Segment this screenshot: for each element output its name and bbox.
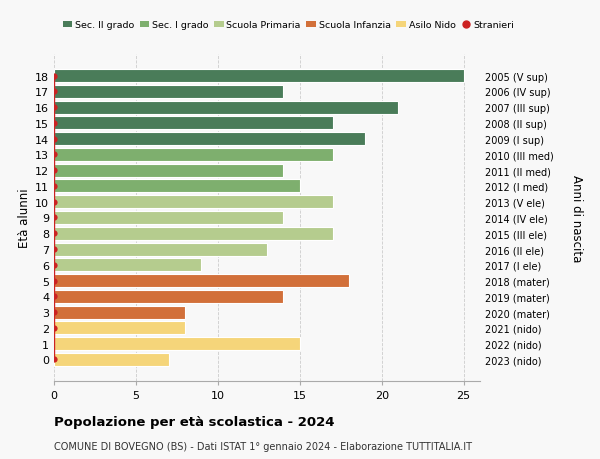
Bar [54, 353, 169, 366]
Bar [54, 212, 283, 224]
Y-axis label: Anni di nascita: Anni di nascita [570, 174, 583, 262]
Legend: Sec. II grado, Sec. I grado, Scuola Primaria, Scuola Infanzia, Asilo Nido, Stran: Sec. II grado, Sec. I grado, Scuola Prim… [59, 17, 518, 34]
Bar [54, 290, 283, 303]
Bar [54, 337, 300, 350]
Bar [54, 101, 398, 114]
Text: COMUNE DI BOVEGNO (BS) - Dati ISTAT 1° gennaio 2024 - Elaborazione TUTTITALIA.IT: COMUNE DI BOVEGNO (BS) - Dati ISTAT 1° g… [54, 441, 472, 451]
Bar [54, 164, 283, 177]
Bar [54, 274, 349, 287]
Bar [54, 196, 332, 209]
Bar [54, 227, 332, 240]
Bar [54, 133, 365, 146]
Bar [54, 322, 185, 335]
Bar [54, 117, 332, 130]
Bar [54, 86, 283, 99]
Y-axis label: Età alunni: Età alunni [18, 188, 31, 248]
Bar [54, 70, 464, 83]
Bar [54, 259, 202, 272]
Bar [54, 306, 185, 319]
Bar [54, 180, 300, 193]
Text: Popolazione per età scolastica - 2024: Popolazione per età scolastica - 2024 [54, 415, 335, 428]
Bar [54, 149, 332, 162]
Bar [54, 243, 267, 256]
